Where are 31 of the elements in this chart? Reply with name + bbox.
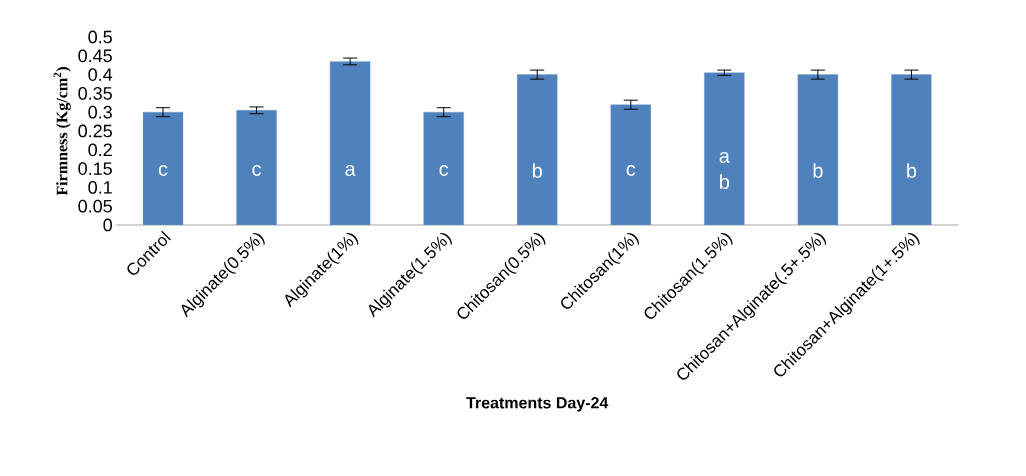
bar (236, 110, 277, 225)
y-tick-label: 0.5 (88, 30, 112, 44)
bar (891, 74, 932, 225)
data-label: c (252, 165, 262, 176)
y-tick-label: 0.4 (88, 68, 113, 81)
y-tick-label: 0.05 (78, 199, 112, 213)
data-label: c (626, 165, 636, 176)
y-tick-label: 0 (103, 218, 113, 232)
y-axis-title: Firmness (Kg/cm$^{2}$) (53, 67, 71, 196)
data-label: b (813, 163, 823, 178)
bar (142, 111, 184, 225)
y-tick-label: 0.25 (78, 124, 112, 138)
y-tick-label: 0.1 (88, 181, 112, 194)
bar (329, 61, 371, 225)
bar (610, 104, 651, 225)
x-axis-title: Treatments Day-24 (466, 397, 609, 412)
data-label: b (907, 163, 917, 178)
bar (423, 111, 464, 225)
y-tick-label: 0.3 (88, 105, 112, 119)
data-label: b (532, 163, 542, 178)
data-label: a (345, 165, 356, 176)
data-label: a b (719, 152, 730, 189)
y-tick-label: 0.15 (78, 162, 112, 175)
bar (517, 74, 558, 225)
y-tick-label: 0.45 (78, 49, 112, 63)
bar (797, 74, 839, 225)
data-label: c (158, 165, 168, 176)
y-tick-label: 0.2 (88, 143, 112, 157)
y-tick-label: 0.35 (78, 87, 112, 100)
bar (704, 72, 745, 225)
data-label: c (439, 165, 449, 176)
